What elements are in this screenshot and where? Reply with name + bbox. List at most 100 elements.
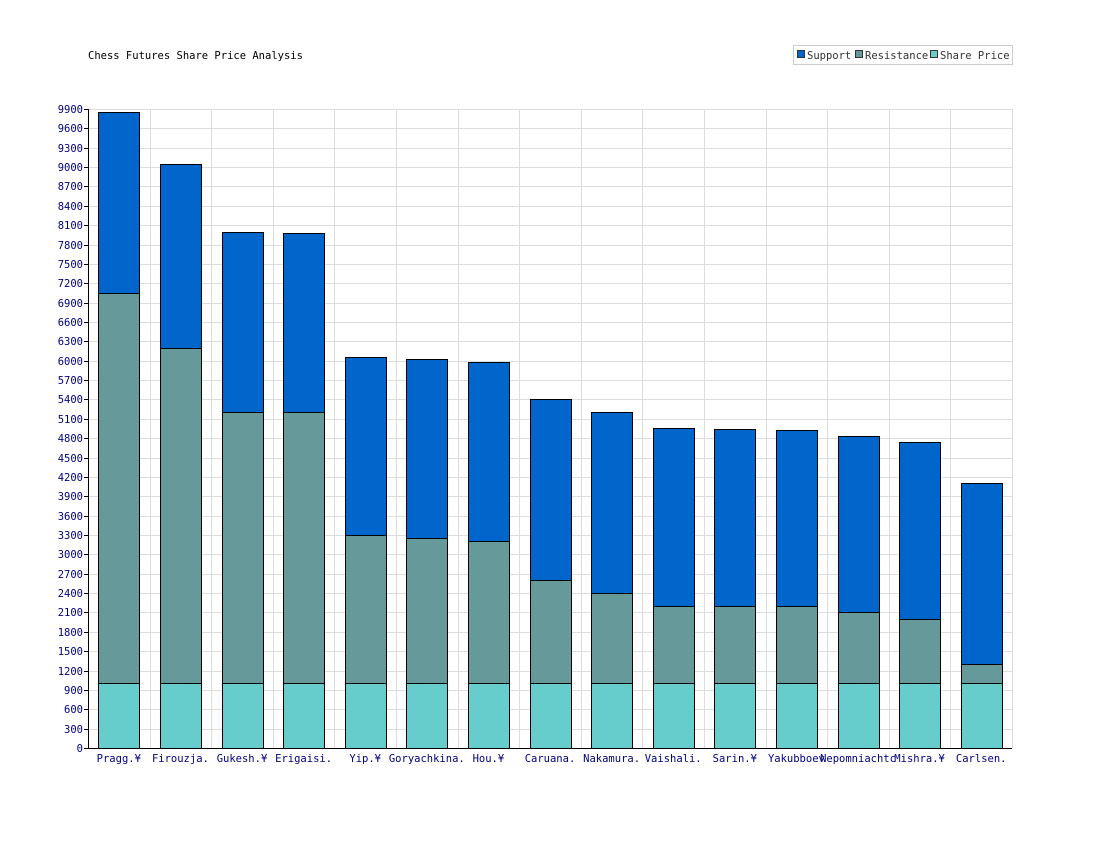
bar-share-price-sarin: [714, 683, 756, 749]
y-tick-label: 3900: [58, 491, 83, 503]
y-tick-label: 4200: [58, 472, 83, 484]
bar-resistance-carlsen: [961, 664, 1003, 684]
y-tick-label: 6300: [58, 336, 83, 348]
x-tick-label: Yakubboev: [768, 753, 825, 765]
y-tick-label: 8100: [58, 220, 83, 232]
bar-share-price-yakubboev: [776, 683, 818, 749]
bars: [98, 112, 1003, 749]
bar-support-vaishali: [653, 428, 695, 607]
y-tick-label: 1200: [58, 666, 83, 678]
bar-resistance-yakubboev: [776, 606, 818, 684]
y-tick-label: 7800: [58, 240, 83, 252]
bar-share-price-gukesh: [222, 683, 264, 749]
y-tick-label: 1500: [58, 646, 83, 658]
y-tick-label: 9600: [58, 123, 83, 135]
x-tick-labels: Pragg.¥ Firouzja. Gukesh.¥ Erigaisi. Yip.¥ Go…: [97, 753, 1007, 765]
legend: Support Resistance Share Price: [793, 45, 1013, 65]
x-tick-label: Nakamura.: [583, 753, 640, 765]
legend-swatch-support: [797, 50, 805, 58]
y-tick-label: 8400: [58, 201, 83, 213]
y-tick-label: 3300: [58, 530, 83, 542]
bar-resistance-sarin: [714, 606, 756, 684]
y-tick-label: 5700: [58, 375, 83, 387]
axes: [84, 109, 1012, 749]
legend-swatch-share-price: [930, 50, 938, 58]
x-tick-label: Pragg.¥: [97, 753, 142, 765]
bar-support-hou: [468, 362, 510, 542]
x-tick-label: Carlsen.: [956, 753, 1007, 765]
y-tick-labels: 0 300 600 900 1200 1500 1800 2100 2400 2700 3000 33…: [58, 104, 83, 755]
bar-resistance-erigaisi: [283, 412, 325, 684]
y-tick-label: 900: [64, 685, 83, 697]
bar-share-price-nakamura: [591, 683, 633, 749]
y-tick-label: 5100: [58, 414, 83, 426]
bar-resistance-goryachkina: [406, 538, 448, 684]
bar-resistance-caruana: [530, 580, 572, 684]
y-tick-label: 2400: [58, 588, 83, 600]
bar-support-carlsen: [961, 483, 1003, 665]
legend-label-share-price: Share Price: [940, 50, 1010, 62]
bar-share-price-yip: [345, 683, 387, 749]
y-tick-label: 1800: [58, 627, 83, 639]
bar-share-price-caruana: [530, 683, 572, 749]
y-tick-label: 3600: [58, 511, 83, 523]
x-tick-label: Erigaisi.: [275, 753, 332, 765]
bar-support-nepomniachtc: [838, 436, 880, 613]
y-tick-label: 9000: [58, 162, 83, 174]
bar-support-caruana: [530, 399, 572, 581]
legend-box: [793, 45, 1013, 65]
bar-resistance-yip: [345, 535, 387, 684]
x-tick-label: Sarin.¥: [713, 753, 758, 765]
bar-share-price-carlsen: [961, 683, 1003, 749]
bar-support-sarin: [714, 429, 756, 607]
bar-support-firouzja: [160, 164, 202, 349]
y-tick-label: 0: [77, 743, 83, 755]
bar-resistance-nepomniachtc: [838, 612, 880, 684]
bar-share-price-mishra: [899, 683, 941, 749]
chart-title: Chess Futures Share Price Analysis: [88, 50, 303, 62]
x-tick-label: Goryachkina.: [389, 753, 465, 765]
x-tick-label: Gukesh.¥: [217, 753, 268, 765]
y-tick-label: 6000: [58, 356, 83, 368]
bar-share-price-goryachkina: [406, 683, 448, 749]
bar-resistance-hou: [468, 541, 510, 684]
legend-label-support: Support: [807, 50, 851, 62]
legend-swatch-resistance: [855, 50, 863, 58]
y-tick-label: 600: [64, 704, 83, 716]
y-tick-label: 300: [64, 724, 83, 736]
bar-resistance-vaishali: [653, 606, 695, 684]
y-tick-label: 7500: [58, 259, 83, 271]
y-tick-label: 2100: [58, 607, 83, 619]
y-tick-label: 4800: [58, 433, 83, 445]
y-tick-label: 3000: [58, 549, 83, 561]
bar-support-yakubboev: [776, 430, 818, 607]
x-tick-label: Firouzja.: [152, 753, 209, 765]
bar-share-price-nepomniachtc: [838, 683, 880, 749]
y-tick-label: 8700: [58, 181, 83, 193]
bar-support-goryachkina: [406, 359, 448, 539]
x-tick-label: Hou.¥: [473, 753, 505, 765]
bar-share-price-hou: [468, 683, 510, 749]
bar-share-price-firouzja: [160, 683, 202, 749]
y-tick-label: 7200: [58, 278, 83, 290]
bar-resistance-nakamura: [591, 593, 633, 684]
bar-support-mishra: [899, 442, 941, 620]
bar-support-erigaisi: [283, 233, 325, 413]
y-tick-label: 5400: [58, 394, 83, 406]
legend-label-resistance: Resistance: [865, 50, 928, 62]
bar-resistance-gukesh: [222, 412, 264, 684]
y-tick-label: 6900: [58, 298, 83, 310]
y-tick-label: 6600: [58, 317, 83, 329]
y-tick-label: 2700: [58, 569, 83, 581]
bar-resistance-mishra: [899, 619, 941, 684]
bar-share-price-erigaisi: [283, 683, 325, 749]
x-tick-label: Mishra.¥: [894, 753, 945, 765]
y-tick-label: 9900: [58, 104, 83, 116]
x-tick-label: Yip.¥: [349, 753, 381, 765]
bar-support-nakamura: [591, 412, 633, 594]
bar-share-price-vaishali: [653, 683, 695, 749]
y-tick-label: 9300: [58, 143, 83, 155]
bar-support-pragg: [98, 112, 140, 294]
